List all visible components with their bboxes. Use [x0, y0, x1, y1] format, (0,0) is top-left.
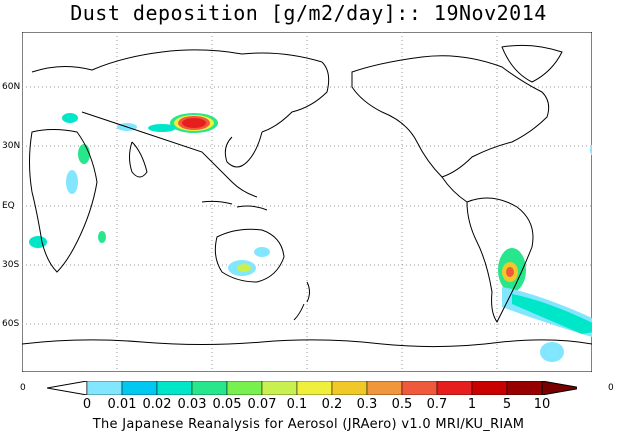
world-map [22, 32, 592, 372]
colorbar-tick-label: 0 [82, 397, 92, 412]
colorbar-segment [296, 381, 333, 395]
colorbar-tick-label: 0.02 [142, 397, 172, 412]
gridlines [22, 32, 592, 372]
lat-label-eq: EQ [2, 201, 15, 211]
colorbar-segment [226, 381, 263, 395]
lon-label-right: 0 [608, 383, 614, 393]
colorbar-tick-label: 0.1 [286, 397, 308, 412]
colorbar-right-arrow [541, 381, 577, 395]
coastlines [22, 44, 592, 348]
colorbar-segment [471, 381, 508, 395]
colorbar-segment [86, 381, 123, 395]
colorbar-tick-label: 0.7 [426, 397, 448, 412]
colorbar-segment [366, 381, 403, 395]
colorbar-segment [156, 381, 193, 395]
colorbar-tick-label: 0.05 [212, 397, 242, 412]
colorbar-segment [401, 381, 438, 395]
colorbar-tick-label: 0.07 [247, 397, 277, 412]
lat-label-60s: 60S [2, 319, 20, 329]
colorbar-segment [261, 381, 298, 395]
chart-title: Dust deposition [g/m2/day]:: 19Nov2014 [70, 1, 547, 25]
colorbar-segment [331, 381, 368, 395]
lat-label-30s: 30S [2, 260, 20, 270]
colorbar-tick-label: 10 [533, 397, 551, 412]
colorbar-tick-label: 5 [502, 397, 512, 412]
colorbar-tick-label: 0.03 [177, 397, 207, 412]
colorbar-left-arrow [47, 381, 88, 395]
footer-credit: The Japanese Reanalysis for Aerosol (JRA… [92, 417, 525, 432]
colorbar-tick-label: 0.2 [321, 397, 343, 412]
colorbar-tick-label: 0.3 [356, 397, 378, 412]
colorbar-tick-label: 0.01 [107, 397, 137, 412]
lat-label-30n: 30N [2, 141, 21, 151]
lon-label-left: 0 [20, 383, 26, 393]
colorbar-segment [436, 381, 473, 395]
colorbar-segment [121, 381, 158, 395]
colorbar-tick-label: 0.5 [391, 397, 413, 412]
colorbar-segment [191, 381, 228, 395]
colorbar-tick-label: 1 [467, 397, 477, 412]
colorbar-segment [506, 381, 543, 395]
lat-label-60n: 60N [2, 82, 21, 92]
colorbar [47, 381, 577, 395]
